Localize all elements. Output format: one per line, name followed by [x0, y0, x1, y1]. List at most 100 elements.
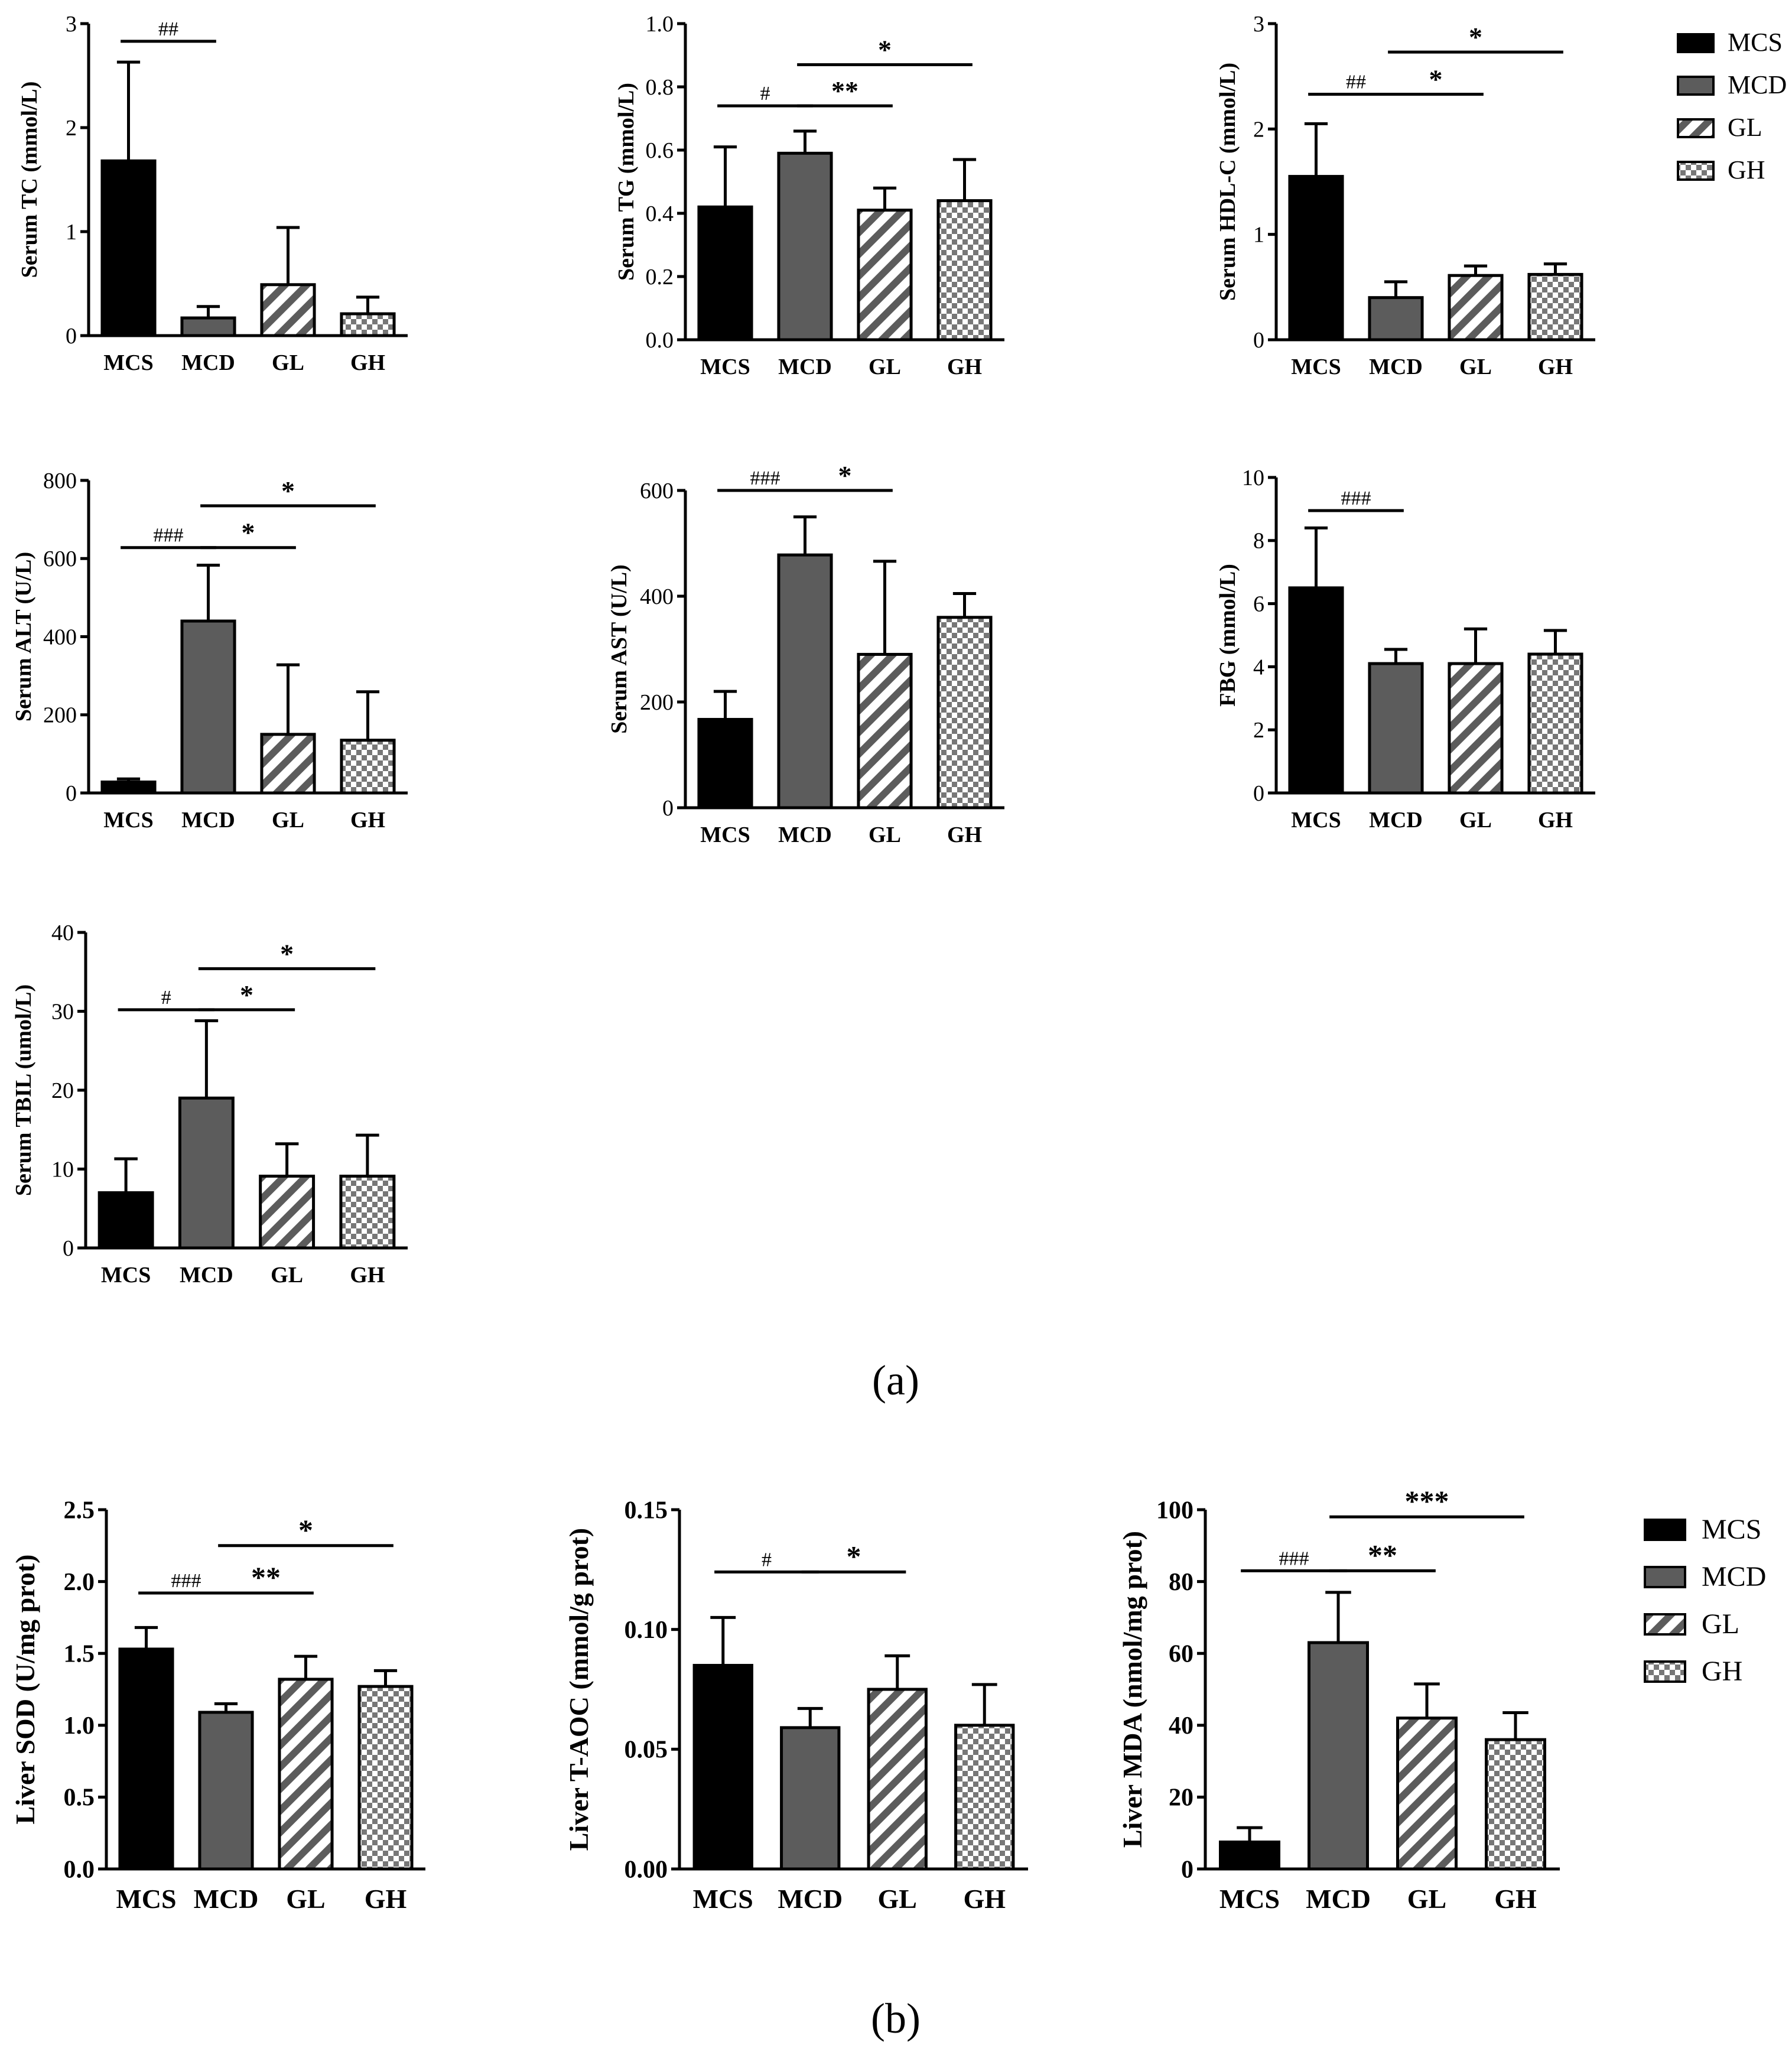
- significance-label-mda: **: [1368, 1538, 1397, 1571]
- y-axis-label-tc: Serum TC (mmol/L): [17, 82, 42, 278]
- chart-sod: 0.0 0.5 1.0 1.5 2.0 2.5 MCS MCD GL GH Liver SOD (U…: [10, 1497, 425, 1914]
- x-tick-label-sod-gh: GH: [365, 1884, 407, 1914]
- y-tick-label-hdl: 3: [1253, 12, 1264, 37]
- bar-mda-gl: [1396, 1717, 1458, 1871]
- significance-label-ast: *: [838, 460, 852, 490]
- y-tick-label-alt: 800: [43, 469, 77, 493]
- x-tick-label-mda-gl: GL: [1407, 1884, 1446, 1914]
- significance-label-sod: ###: [171, 1570, 201, 1592]
- chart-tbil: 0 10 20 30 40 MCS MCD GL GH Serum TBIL (umol/L) # *…: [11, 921, 408, 1288]
- y-tick-label-hdl: 1: [1253, 223, 1264, 248]
- x-tick-label-hdl-gh: GH: [1538, 355, 1573, 379]
- x-tick-label-alt-mcd: MCD: [181, 808, 235, 833]
- y-tick-label-taoc: 0.00: [625, 1856, 668, 1883]
- bar-tbil-gl: [259, 1175, 316, 1250]
- bar-hdl-mcs: [1288, 175, 1344, 342]
- y-tick-label-taoc: 0.05: [625, 1737, 668, 1764]
- y-tick-label-sod: 2.0: [64, 1569, 95, 1596]
- x-tick-label-sod-mcs: MCS: [116, 1884, 176, 1914]
- y-tick-label-hdl: 0: [1253, 328, 1264, 353]
- y-tick-label-ast: 400: [640, 584, 674, 609]
- y-tick-label-fbg: 10: [1242, 466, 1264, 490]
- bar-alt-mcs: [100, 780, 157, 795]
- x-tick-label-tbil-gh: GH: [350, 1263, 385, 1288]
- y-tick-label-mda: 20: [1169, 1784, 1193, 1812]
- x-tick-label-tc-gh: GH: [350, 350, 385, 375]
- y-tick-label-sod: 0.0: [64, 1856, 95, 1883]
- bar-sod-gh: [357, 1685, 414, 1871]
- legend-b-swatch-mcs: [1644, 1519, 1686, 1541]
- legend-b-label-mcd: MCD: [1702, 1561, 1766, 1592]
- significance-label-mda: ###: [1279, 1548, 1309, 1569]
- legend-a-swatch-mcd: [1677, 76, 1715, 96]
- significance-label-sod: **: [251, 1561, 281, 1594]
- x-tick-label-fbg-mcd: MCD: [1369, 808, 1423, 833]
- y-tick-label-ast: 0: [662, 796, 674, 821]
- bar-ast-gh: [936, 616, 993, 810]
- y-axis-label-hdl: Serum HDL-C (mmol/L): [1215, 63, 1240, 301]
- bar-fbg-mcd: [1368, 662, 1424, 795]
- legend-b-label-gh: GH: [1702, 1656, 1742, 1687]
- x-tick-label-tg-gl: GL: [869, 355, 901, 379]
- bar-tbil-mcs: [97, 1191, 154, 1250]
- y-tick-label-taoc: 0.10: [625, 1617, 668, 1644]
- y-tick-label-ast: 200: [640, 690, 674, 715]
- x-tick-label-fbg-gl: GL: [1459, 808, 1492, 833]
- y-tick-label-mda: 0: [1181, 1856, 1193, 1883]
- legend-a: MCS MCD GL GH: [1677, 28, 1787, 184]
- x-tick-label-tc-mcs: MCS: [103, 350, 153, 375]
- x-tick-label-mda-gh: GH: [1494, 1884, 1537, 1914]
- x-tick-label-fbg-mcs: MCS: [1291, 808, 1341, 833]
- y-tick-label-hdl: 2: [1253, 117, 1264, 142]
- y-tick-label-tg: 1.0: [646, 12, 674, 37]
- y-tick-label-sod: 1.0: [64, 1712, 95, 1740]
- y-tick-label-mda: 100: [1156, 1497, 1193, 1524]
- y-tick-label-fbg: 4: [1253, 655, 1264, 680]
- y-tick-label-tg: 0.0: [646, 328, 674, 353]
- y-tick-label-ast: 600: [640, 479, 674, 503]
- y-tick-label-mda: 80: [1169, 1569, 1193, 1596]
- bar-taoc-gh: [954, 1724, 1015, 1871]
- significance-label-tg: **: [831, 76, 858, 106]
- legend-a-label-mcd: MCD: [1728, 70, 1787, 99]
- x-tick-label-taoc-mcs: MCS: [693, 1884, 753, 1914]
- bar-taoc-gl: [867, 1688, 928, 1871]
- bar-tg-mcs: [697, 205, 753, 342]
- y-tick-label-taoc: 0.15: [625, 1497, 668, 1524]
- chart-taoc: 0.00 0.05 0.10 0.15 MCS MCD GL GH Liver T-AOC (m…: [564, 1497, 1028, 1914]
- chart-tg: 0.0 0.2 0.4 0.6 0.8 1.0 MCS MCD GL GH Serum TG (mm…: [614, 12, 1004, 379]
- x-tick-label-tg-gh: GH: [947, 355, 982, 379]
- y-tick-label-sod: 2.5: [64, 1497, 95, 1524]
- bar-taoc-mcd: [780, 1726, 841, 1871]
- y-tick-label-tg: 0.6: [646, 138, 674, 163]
- significance-label-alt: ###: [154, 525, 184, 547]
- bar-mda-mcd: [1308, 1641, 1369, 1871]
- bar-mda-gh: [1485, 1738, 1546, 1871]
- chart-fbg: 0 2 4 6 8 10 MCS MCD GL GH FBG (mmol/L) ###: [1215, 466, 1595, 833]
- significance-label-hdl: *: [1469, 22, 1482, 52]
- y-tick-label-mda: 40: [1169, 1712, 1193, 1740]
- bar-taoc-mcs: [692, 1663, 753, 1871]
- chart-tc: 0 1 2 3 MCS MCD GL GH Serum TC (mmol/L) ##: [17, 12, 408, 375]
- bar-sod-mcd: [198, 1711, 254, 1871]
- x-tick-label-ast-gl: GL: [869, 823, 901, 847]
- x-tick-label-sod-mcd: MCD: [194, 1884, 259, 1914]
- legend-a-swatch-gl: [1677, 118, 1715, 138]
- y-tick-label-alt: 400: [43, 625, 77, 649]
- bar-fbg-gh: [1527, 652, 1583, 795]
- y-tick-label-tbil: 40: [51, 921, 74, 945]
- y-tick-label-fbg: 0: [1253, 781, 1264, 806]
- y-axis-label-taoc: Liver T-AOC (mmol/g prot): [564, 1528, 594, 1851]
- significance-label-hdl: ##: [1346, 71, 1366, 93]
- bar-tbil-gh: [339, 1175, 396, 1250]
- legend-b-swatch-mcd: [1644, 1566, 1686, 1588]
- significance-label-ast: ###: [750, 467, 780, 489]
- x-tick-label-ast-mcd: MCD: [778, 823, 832, 847]
- y-axis-label-fbg: FBG (mmol/L): [1215, 564, 1240, 707]
- y-tick-label-tc: 2: [66, 116, 77, 141]
- legend-b-swatch-gl: [1644, 1613, 1686, 1636]
- significance-label-alt: *: [281, 476, 295, 506]
- significance-label-hdl: *: [1429, 64, 1443, 94]
